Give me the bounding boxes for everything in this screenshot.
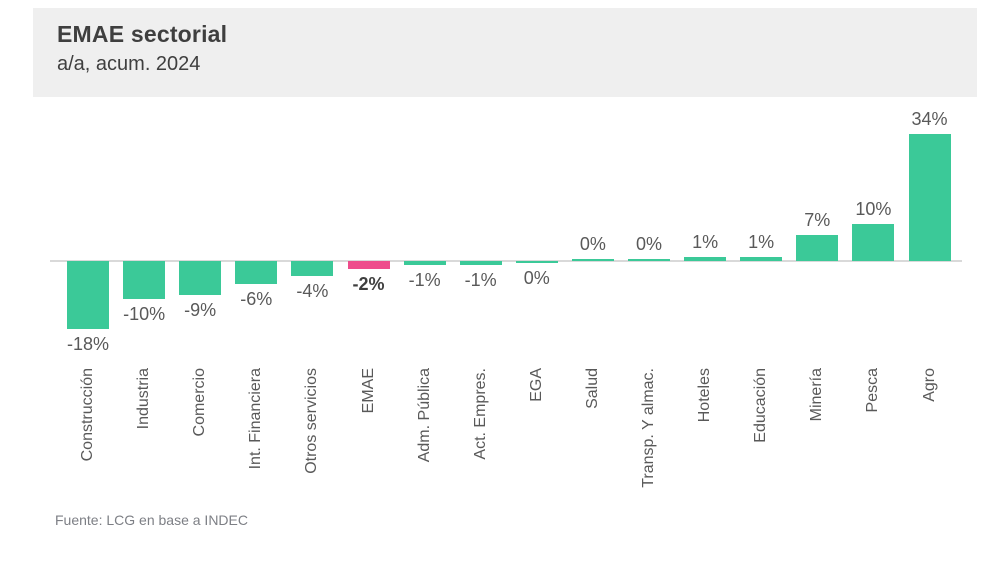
chart-header: EMAE sectorial a/a, acum. 2024: [33, 8, 977, 97]
bar-construccion: [67, 261, 109, 329]
category-label-text: Construcción: [79, 368, 96, 462]
bar-emae: [347, 261, 390, 269]
category-label-adm-publica: Adm. Pública: [414, 368, 436, 462]
category-label-text: Hoteles: [696, 368, 714, 423]
category-label-text: Act. Empres.: [471, 368, 489, 460]
category-label-salud: Salud: [582, 368, 604, 409]
category-label-text: Agro: [920, 368, 938, 402]
category-label-act-empres: Act. Empres.: [470, 368, 492, 460]
chart-title: EMAE sectorial: [57, 21, 228, 47]
bar-adm-publica: [403, 261, 446, 265]
value-label-adm-publica: -1%: [408, 269, 441, 290]
value-label-construccion: -18%: [66, 333, 110, 354]
bar-hoteles: [684, 257, 727, 261]
category-label-pesca: Pesca: [862, 368, 884, 412]
chart-subtitle: a/a, acum. 2024: [57, 53, 201, 75]
category-label-text: Transp. Y almac.: [640, 368, 657, 488]
category-label-text: Comercio: [191, 368, 209, 437]
category-label-text: Otros servicios: [303, 368, 321, 474]
value-label-int-financiera: -6%: [240, 288, 273, 309]
value-label-ega: 0%: [523, 268, 550, 288]
category-label-ega: EGA: [526, 368, 548, 402]
bar-comercio: [179, 261, 222, 295]
category-label-construccion: Construcción: [77, 368, 99, 461]
bar-mineria: [796, 234, 839, 261]
value-label-emae: -2%: [352, 273, 385, 294]
category-label-text: Pesca: [864, 368, 882, 413]
value-label-mineria: 7%: [804, 209, 831, 230]
category-label-text: EMAE: [359, 368, 377, 414]
category-label-text: Minería: [808, 368, 826, 422]
bar-act-empres: [459, 261, 502, 265]
category-label-transp-y-almac: Transp. Y almac.: [638, 368, 660, 488]
bar-int-financiera: [235, 261, 278, 284]
category-label-text: Int. Financiera: [247, 368, 265, 470]
bar-educacion: [740, 257, 783, 261]
category-label-int-financiera: Int. Financiera: [245, 368, 267, 469]
value-label-pesca: 10%: [855, 198, 892, 219]
category-label-industria: Industria: [133, 368, 155, 429]
bar-industria: [123, 261, 166, 299]
value-label-act-empres: -1%: [464, 269, 497, 290]
category-label-text: Industria: [135, 368, 153, 430]
category-label-comercio: Comercio: [189, 368, 211, 436]
bar-transp-y-almac: [628, 259, 670, 261]
category-label-text: EGA: [527, 368, 545, 402]
category-label-emae: EMAE: [358, 368, 380, 413]
bar-pesca: [852, 223, 895, 261]
value-label-agro: 34%: [911, 108, 948, 129]
category-label-educacion: Educación: [750, 368, 772, 443]
value-label-hoteles: 1%: [692, 232, 719, 253]
category-label-text: Salud: [583, 368, 601, 409]
category-label-otros-servicios: Otros servicios: [301, 368, 323, 474]
source-note: Fuente: LCG en base a INDEC: [55, 512, 248, 528]
value-label-otros-servicios: -4%: [296, 281, 329, 301]
bar-salud: [571, 259, 614, 261]
x-axis-line: [50, 260, 962, 262]
value-label-salud: 0%: [579, 234, 606, 254]
value-label-comercio: -9%: [184, 299, 217, 320]
category-label-mineria: Minería: [806, 368, 828, 421]
value-label-transp-y-almac: 0%: [635, 234, 662, 254]
category-label-text: Educación: [752, 368, 770, 443]
category-label-text: Adm. Pública: [415, 368, 433, 463]
bar-otros-servicios: [291, 261, 334, 276]
bar-agro: [908, 133, 951, 261]
bar-ega: [515, 261, 558, 263]
category-label-agro: Agro: [919, 368, 941, 402]
category-label-hoteles: Hoteles: [694, 368, 716, 422]
value-label-educacion: 1%: [748, 232, 775, 253]
value-label-industria: -10%: [123, 303, 166, 324]
